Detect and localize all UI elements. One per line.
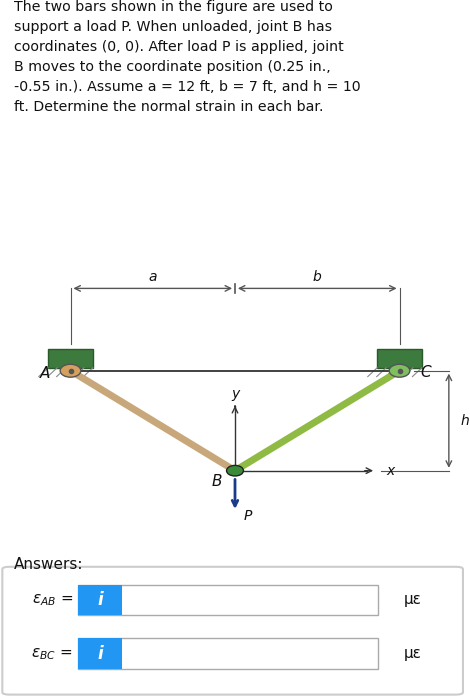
Text: i: i bbox=[97, 645, 103, 663]
Text: y: y bbox=[231, 387, 239, 401]
Text: $\varepsilon_{BC}$ =: $\varepsilon_{BC}$ = bbox=[31, 646, 73, 662]
Text: B: B bbox=[212, 475, 222, 489]
Text: A: A bbox=[39, 366, 50, 382]
Bar bbox=[48, 349, 93, 368]
Text: με: με bbox=[404, 646, 422, 662]
Text: P: P bbox=[244, 510, 252, 524]
Text: h: h bbox=[461, 414, 470, 428]
Text: Answers:: Answers: bbox=[14, 556, 84, 572]
Text: i: i bbox=[97, 591, 103, 609]
Text: C: C bbox=[420, 365, 431, 379]
Text: b: b bbox=[313, 270, 321, 284]
FancyBboxPatch shape bbox=[78, 638, 378, 669]
Text: The two bars shown in the figure are used to
support a load P. When unloaded, jo: The two bars shown in the figure are use… bbox=[14, 0, 361, 114]
Circle shape bbox=[60, 364, 81, 377]
Bar bbox=[78, 584, 122, 615]
Text: $\varepsilon_{AB}$ =: $\varepsilon_{AB}$ = bbox=[31, 592, 73, 608]
FancyBboxPatch shape bbox=[2, 567, 463, 694]
FancyBboxPatch shape bbox=[78, 584, 378, 615]
Text: x: x bbox=[386, 463, 394, 477]
Circle shape bbox=[227, 466, 243, 476]
Bar bbox=[78, 638, 122, 669]
Text: με: με bbox=[404, 592, 422, 608]
Text: a: a bbox=[149, 270, 157, 284]
Circle shape bbox=[389, 364, 410, 377]
Bar bbox=[377, 349, 422, 368]
